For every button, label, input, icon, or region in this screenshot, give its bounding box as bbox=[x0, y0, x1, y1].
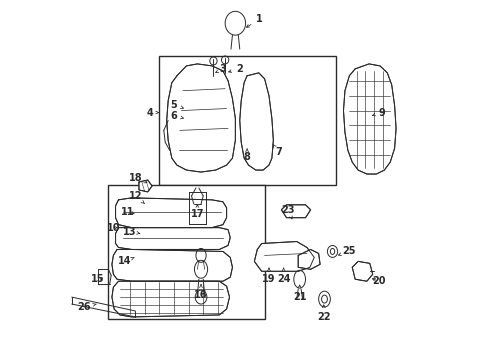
Text: 7: 7 bbox=[272, 145, 282, 157]
Text: 3: 3 bbox=[215, 64, 226, 74]
Bar bbox=[159, 56, 335, 185]
Polygon shape bbox=[298, 249, 320, 269]
Text: 24: 24 bbox=[276, 268, 290, 284]
Text: 19: 19 bbox=[262, 268, 275, 284]
Polygon shape bbox=[343, 64, 395, 174]
Text: 17: 17 bbox=[190, 205, 203, 219]
Text: 16: 16 bbox=[194, 284, 207, 300]
Polygon shape bbox=[139, 180, 152, 192]
Text: 26: 26 bbox=[77, 302, 96, 312]
Text: 12: 12 bbox=[128, 191, 144, 204]
Polygon shape bbox=[115, 228, 230, 249]
Text: 18: 18 bbox=[129, 173, 146, 183]
Text: 2: 2 bbox=[228, 64, 243, 74]
Polygon shape bbox=[115, 198, 226, 228]
Polygon shape bbox=[351, 261, 372, 281]
Polygon shape bbox=[112, 281, 229, 317]
Text: 15: 15 bbox=[91, 274, 104, 284]
Text: 22: 22 bbox=[316, 305, 330, 322]
Text: 11: 11 bbox=[121, 207, 135, 217]
Text: 20: 20 bbox=[371, 276, 385, 286]
Polygon shape bbox=[254, 242, 314, 271]
Text: 6: 6 bbox=[170, 111, 183, 121]
Text: 13: 13 bbox=[123, 226, 140, 237]
Text: 10: 10 bbox=[106, 222, 120, 233]
Text: 1: 1 bbox=[246, 14, 263, 27]
Polygon shape bbox=[112, 249, 232, 281]
Bar bbox=[108, 185, 264, 319]
Text: 4: 4 bbox=[146, 108, 159, 117]
Text: 9: 9 bbox=[372, 108, 384, 117]
Polygon shape bbox=[166, 64, 235, 172]
Text: 14: 14 bbox=[117, 256, 134, 266]
Text: 8: 8 bbox=[243, 149, 250, 162]
Text: 25: 25 bbox=[338, 247, 355, 256]
Polygon shape bbox=[239, 73, 273, 170]
Polygon shape bbox=[281, 205, 310, 218]
Text: 5: 5 bbox=[170, 100, 183, 109]
Text: 23: 23 bbox=[281, 205, 294, 219]
Text: 21: 21 bbox=[292, 285, 306, 302]
